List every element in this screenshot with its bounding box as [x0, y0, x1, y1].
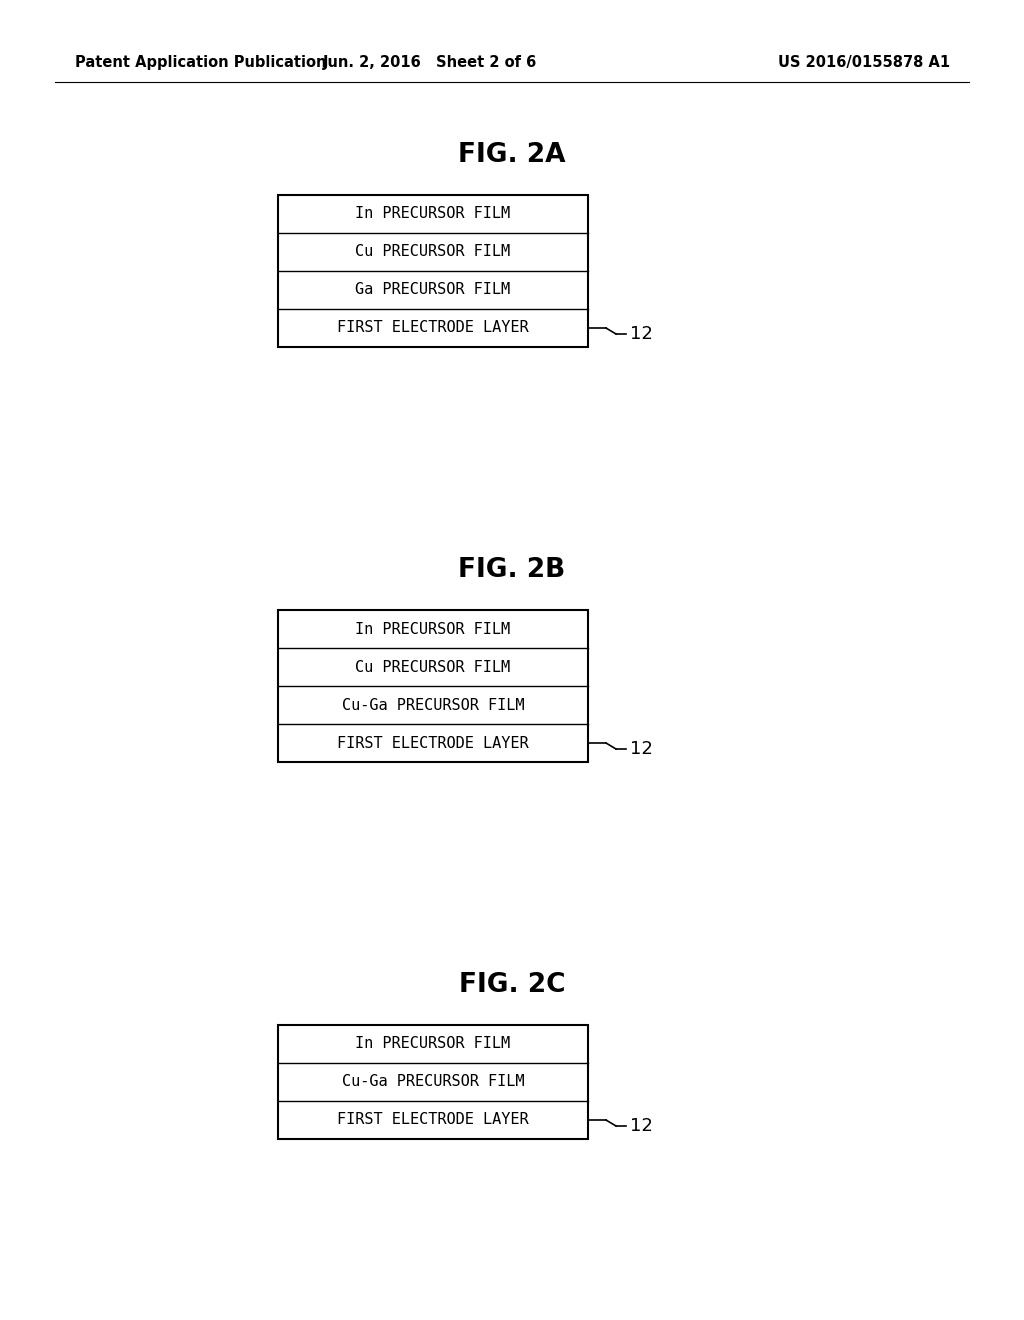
Text: 12: 12 — [630, 325, 653, 343]
Bar — [278, 195, 588, 347]
Text: In PRECURSOR FILM: In PRECURSOR FILM — [355, 206, 511, 222]
Text: FIRST ELECTRODE LAYER: FIRST ELECTRODE LAYER — [337, 735, 528, 751]
Text: Cu-Ga PRECURSOR FILM: Cu-Ga PRECURSOR FILM — [342, 697, 524, 713]
Text: Cu PRECURSOR FILM: Cu PRECURSOR FILM — [355, 660, 511, 675]
Bar — [278, 610, 588, 762]
Text: FIG. 2C: FIG. 2C — [459, 972, 565, 998]
Text: In PRECURSOR FILM: In PRECURSOR FILM — [355, 622, 511, 636]
Text: 12: 12 — [630, 1117, 653, 1135]
Text: 12: 12 — [630, 741, 653, 758]
Text: In PRECURSOR FILM: In PRECURSOR FILM — [355, 1036, 511, 1052]
Text: FIRST ELECTRODE LAYER: FIRST ELECTRODE LAYER — [337, 1113, 528, 1127]
Text: Patent Application Publication: Patent Application Publication — [75, 54, 327, 70]
Bar — [278, 1026, 588, 1139]
Text: Jun. 2, 2016   Sheet 2 of 6: Jun. 2, 2016 Sheet 2 of 6 — [323, 54, 538, 70]
Text: FIG. 2A: FIG. 2A — [459, 143, 565, 168]
Text: FIRST ELECTRODE LAYER: FIRST ELECTRODE LAYER — [337, 321, 528, 335]
Text: Cu PRECURSOR FILM: Cu PRECURSOR FILM — [355, 244, 511, 260]
Text: Ga PRECURSOR FILM: Ga PRECURSOR FILM — [355, 282, 511, 297]
Text: FIG. 2B: FIG. 2B — [459, 557, 565, 583]
Text: US 2016/0155878 A1: US 2016/0155878 A1 — [778, 54, 950, 70]
Text: Cu-Ga PRECURSOR FILM: Cu-Ga PRECURSOR FILM — [342, 1074, 524, 1089]
